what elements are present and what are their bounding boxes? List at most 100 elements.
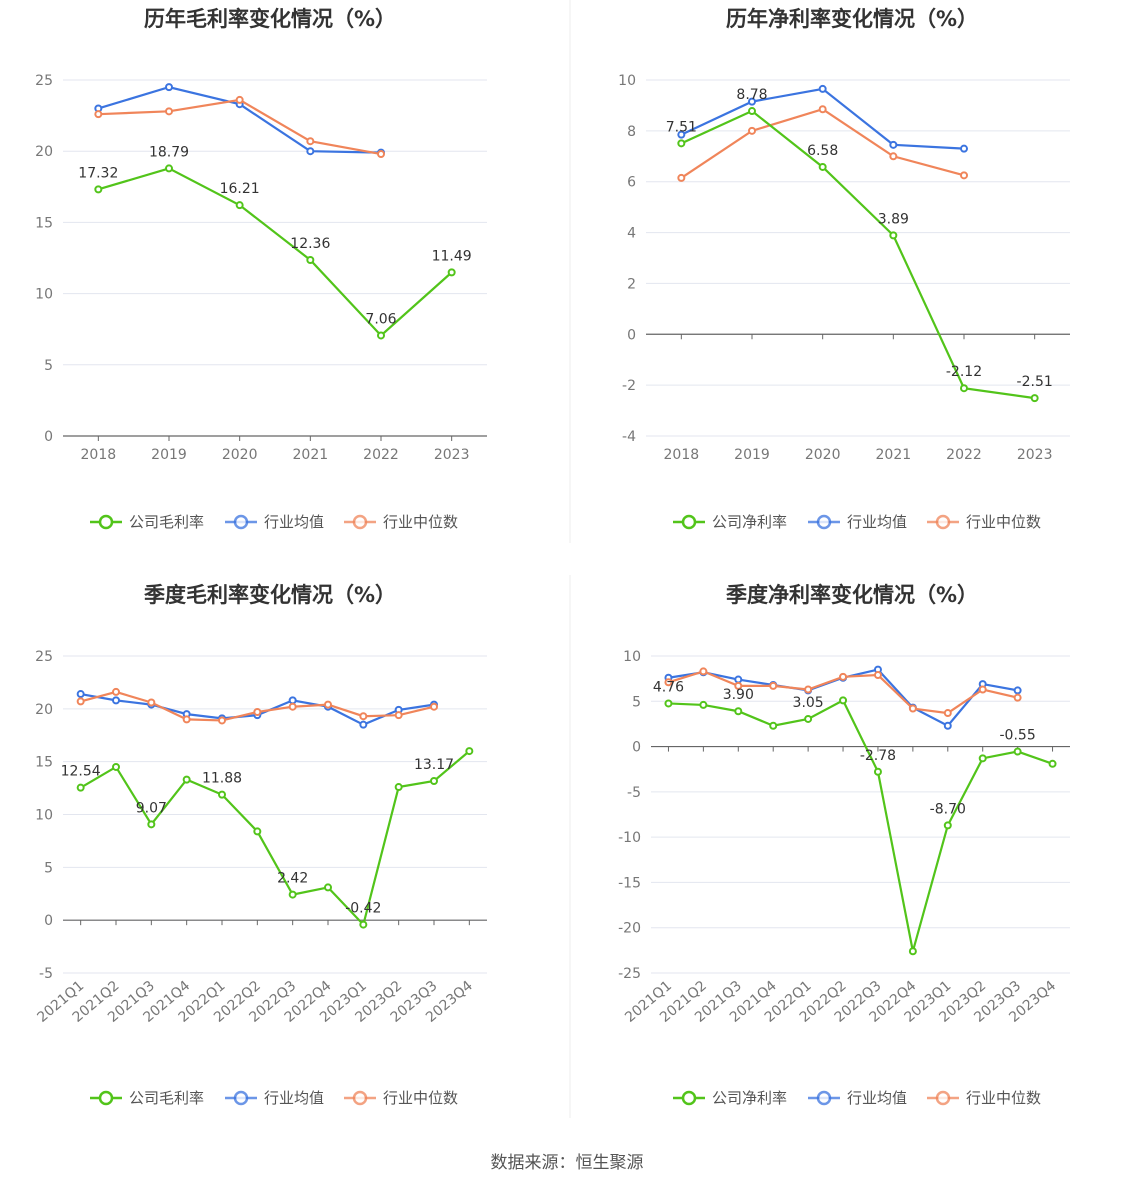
data-point-median — [978, 685, 987, 694]
data-point-median — [734, 681, 743, 690]
x-tick-label: 2018 — [664, 447, 700, 463]
data-point-median — [112, 687, 120, 696]
data-point-company — [324, 883, 332, 892]
data-point-company — [182, 775, 191, 784]
legend-label: 行业均值 — [847, 513, 907, 531]
data-point-company — [664, 699, 673, 708]
data-label: 3.05 — [793, 695, 824, 711]
data-point-company — [76, 783, 85, 792]
series-line-company — [668, 698, 1053, 952]
legend: 公司毛利率 行业均值 行业中位数 — [90, 1089, 458, 1107]
y-tick-label: 5 — [44, 358, 53, 374]
x-tick-label: 2021 — [293, 447, 329, 463]
y-tick-label: 20 — [35, 702, 53, 718]
legend-marker-avg — [233, 514, 249, 530]
data-source-note: 数据来源：恒生聚源 — [490, 1153, 644, 1173]
data-point-company — [908, 947, 917, 956]
legend-label: 行业均值 — [264, 513, 324, 531]
y-tick-label: 4 — [627, 226, 636, 242]
data-point-median — [235, 95, 244, 104]
y-tick-label: -5 — [627, 785, 641, 801]
data-point-median — [943, 709, 952, 718]
data-label: 8.78 — [736, 87, 767, 103]
data-point-company — [839, 696, 848, 705]
data-point-median — [677, 173, 686, 182]
data-point-company — [818, 162, 827, 171]
chart-title: 历年净利率变化情况（%） — [726, 7, 978, 31]
data-point-company — [889, 231, 898, 240]
data-label: 6.58 — [807, 143, 838, 159]
legend: 公司净利率 行业均值 行业中位数 — [673, 513, 1041, 531]
legend-label: 行业中位数 — [966, 1089, 1041, 1107]
data-label: 7.51 — [666, 119, 697, 135]
data-point-avg — [288, 696, 297, 705]
data-point-company — [677, 139, 686, 148]
data-point-company — [253, 827, 262, 836]
y-tick-label: 0 — [627, 327, 636, 343]
series-line-company — [80, 750, 471, 927]
y-tick-label: 10 — [35, 287, 53, 303]
data-label: 11.49 — [432, 248, 472, 264]
legend-marker-median — [352, 514, 368, 530]
data-point-median — [76, 697, 85, 706]
legend-marker-avg — [233, 1090, 249, 1106]
data-point-median — [748, 126, 756, 135]
data-label: -2.78 — [860, 748, 896, 764]
y-tick-label: 20 — [35, 144, 53, 160]
data-point-company — [465, 747, 474, 756]
x-tick-label: 2021 — [876, 447, 912, 463]
data-point-company — [235, 201, 244, 210]
data-label: 16.21 — [220, 181, 260, 197]
data-point-company — [147, 820, 156, 829]
data-point-median — [94, 110, 103, 119]
legend-label: 行业中位数 — [383, 1089, 458, 1107]
legend-label: 公司净利率 — [712, 1089, 787, 1107]
data-point-company — [94, 185, 103, 194]
x-tick-label: 2023 — [434, 447, 470, 463]
legend-marker-company — [681, 514, 697, 530]
data-label: 2.42 — [277, 871, 308, 887]
data-label: -2.51 — [1017, 374, 1053, 390]
legend-label: 公司毛利率 — [129, 1089, 204, 1107]
data-point-median — [147, 698, 156, 707]
data-point-median — [182, 715, 191, 724]
data-label: 11.88 — [202, 771, 242, 787]
data-point-avg — [960, 144, 968, 153]
data-point-median — [165, 107, 173, 116]
data-point-median — [324, 700, 332, 709]
data-label: 9.07 — [136, 800, 167, 816]
data-point-company — [218, 790, 226, 799]
data-point-median — [960, 171, 968, 180]
y-tick-label: 0 — [632, 740, 641, 756]
data-point-company — [960, 384, 968, 393]
x-tick-label: 2023 — [1017, 447, 1053, 463]
data-label: 7.06 — [365, 311, 396, 327]
data-point-median — [1013, 693, 1022, 702]
data-point-company — [734, 707, 743, 716]
data-point-company — [112, 762, 120, 771]
data-point-avg — [1013, 686, 1022, 695]
data-point-company — [1048, 759, 1057, 768]
legend-label: 行业均值 — [847, 1089, 907, 1107]
data-point-median — [377, 150, 385, 159]
y-tick-label: -25 — [618, 966, 641, 982]
data-point-company — [165, 164, 173, 173]
data-label: 13.17 — [414, 757, 454, 773]
y-tick-label: -2 — [622, 378, 636, 394]
data-point-company — [978, 754, 987, 763]
data-label: 17.32 — [78, 165, 118, 181]
data-point-avg — [76, 690, 85, 699]
y-tick-label: 10 — [618, 73, 636, 89]
data-point-avg — [112, 696, 120, 705]
legend-marker-median — [352, 1090, 368, 1106]
chart-panel-2: 历年净利率变化情况（%） -4 -2 0 2 4 6 8 10 2018 2019 2020 2021 2… — [618, 7, 1070, 531]
data-point-median — [839, 672, 848, 681]
data-point-company — [288, 890, 297, 899]
chart-title: 季度净利率变化情况（%） — [726, 583, 978, 607]
y-tick-label: 25 — [35, 649, 53, 665]
legend-marker-company — [98, 514, 114, 530]
data-point-company — [1030, 394, 1039, 403]
data-point-avg — [677, 130, 686, 139]
y-tick-label: 5 — [44, 860, 53, 876]
